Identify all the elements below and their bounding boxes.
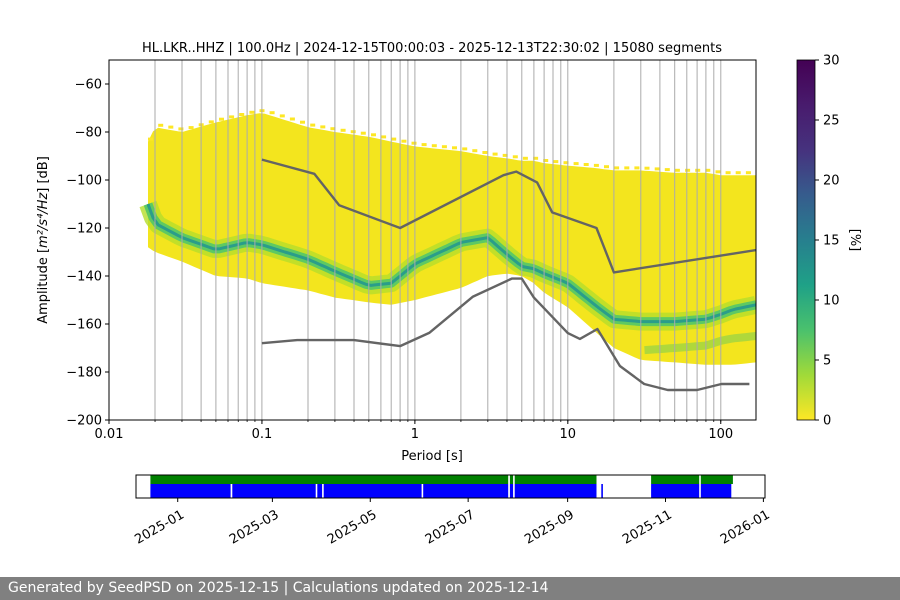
timeline-upper-span [514, 475, 597, 484]
availability-timeline: 2025-01 2025-03 2025-05 2025-07 2025-09 2025-… [132, 474, 773, 548]
timeline-lower-span [601, 484, 603, 498]
colorbar-label: [%] [847, 229, 862, 252]
y-tick-label: −200 [66, 414, 102, 429]
y-tick-label: −80 [75, 126, 102, 141]
timeline-tick-label: 2025-05 [325, 507, 380, 547]
colorbar-tick-label: 5 [823, 354, 831, 369]
timeline-lower-span [651, 484, 700, 498]
timeline-lower-span [323, 484, 422, 498]
y-axis-label: Amplitude [m²/s⁴/Hz] [dB] [36, 156, 51, 324]
psd-sparse-edge [148, 109, 751, 175]
colorbar-tick-label: 15 [823, 234, 840, 249]
timeline-upper-span [700, 475, 733, 484]
footer-text: Generated by SeedPSD on 2025-12-15 | Cal… [8, 580, 549, 596]
timeline-tick-label: 2025-11 [620, 507, 675, 547]
x-tick-label: 0.1 [252, 427, 273, 442]
x-axis-label: Period [s] [401, 449, 463, 464]
colorbar-tick-label: 30 [823, 54, 840, 69]
timeline-tick-label: 2025-03 [227, 507, 282, 547]
colorbar-gradient [796, 59, 816, 421]
nhnm-curve [261, 158, 756, 274]
timeline-lower-span [232, 484, 316, 498]
colorbar-tick-label: 25 [823, 114, 840, 129]
timeline-tick-label: 2025-01 [132, 507, 187, 547]
colorbar-tick-label: 0 [823, 414, 831, 429]
timeline-lower-span [509, 484, 514, 498]
footer-bar: Generated by SeedPSD on 2025-12-15 | Cal… [0, 577, 900, 600]
x-tick-label: 0.01 [95, 427, 124, 442]
timeline-tick-label: 2025-07 [423, 507, 478, 547]
timeline-upper-span [509, 475, 514, 484]
timeline-lower-span [700, 484, 732, 498]
x-tick-label: 1 [411, 427, 419, 442]
timeline-lower-span [317, 484, 323, 498]
timeline-upper-span [150, 475, 509, 484]
timeline-lower-span [514, 484, 597, 498]
y-tick-label: −60 [75, 78, 102, 93]
timeline-lower-span [423, 484, 509, 498]
nlnm-curve [261, 277, 750, 392]
plot-frame [108, 59, 757, 421]
timeline-tick-label: 2026-01 [718, 507, 773, 547]
timeline-tick-label: 2025-09 [522, 507, 577, 547]
colorbar: 0 5 10 15 20 25 30 [%] [796, 54, 862, 429]
timeline-lower-span [150, 484, 231, 498]
psd-mode-core [146, 203, 756, 324]
chart-title: HL.LKR..HHZ | 100.0Hz | 2024-12-15T00:00… [142, 41, 722, 56]
x-tick-label: 10 [560, 427, 577, 442]
timeline-upper-span [651, 475, 700, 484]
colorbar-tick-label: 20 [823, 174, 840, 189]
y-tick-label: −160 [66, 318, 102, 333]
y-tick-label: −140 [66, 270, 102, 285]
psd-low-mode-band [644, 332, 756, 355]
colorbar-tick-label: 10 [823, 294, 840, 309]
timeline-frame [135, 474, 766, 499]
y-tick-label: −120 [66, 222, 102, 237]
psd-plot: 0.01 0.1 1 10 100 −60 −80 −100 −120 −140 −160 −180… [36, 59, 757, 464]
y-tick-label: −100 [66, 174, 102, 189]
x-tick-label: 100 [708, 427, 733, 442]
y-tick-label: −180 [66, 366, 102, 381]
